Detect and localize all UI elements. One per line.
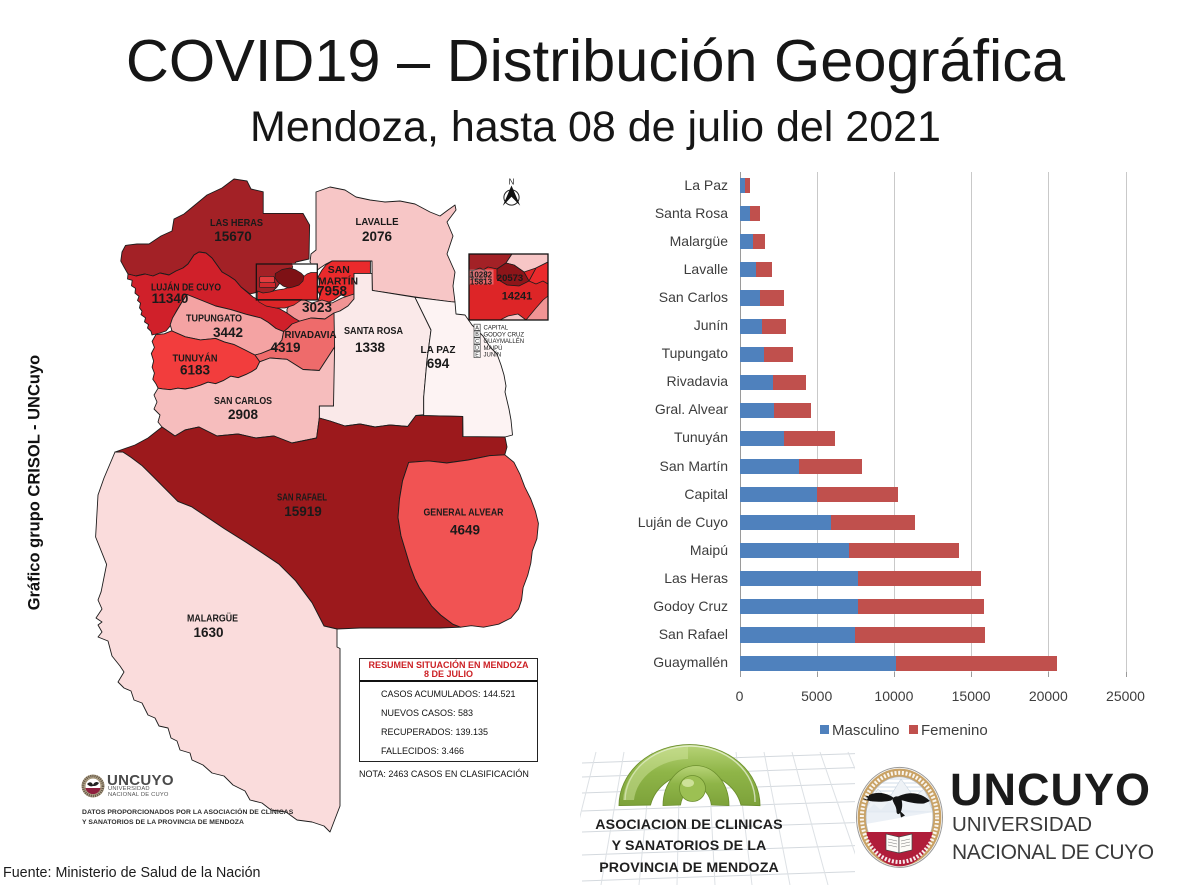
svg-text:MARTÍN: MARTÍN xyxy=(318,275,358,288)
svg-text:SAN CARLOS: SAN CARLOS xyxy=(214,395,272,407)
svg-text:2076: 2076 xyxy=(362,229,393,244)
svg-text:LUJÁN DE CUYO: LUJÁN DE CUYO xyxy=(151,281,221,294)
svg-text:CAPITAL: CAPITAL xyxy=(484,326,509,332)
svg-text:10282: 10282 xyxy=(470,271,493,280)
svg-text:15670: 15670 xyxy=(214,229,252,244)
svg-text:3442: 3442 xyxy=(213,325,243,340)
svg-text:1630: 1630 xyxy=(193,625,223,640)
svg-text:6183: 6183 xyxy=(180,363,211,378)
svg-text:MALARGÜE: MALARGÜE xyxy=(187,612,238,625)
svg-text:15919: 15919 xyxy=(284,504,322,519)
svg-text:GUAYMALLÉN: GUAYMALLÉN xyxy=(484,338,525,345)
svg-text:2908: 2908 xyxy=(228,407,259,422)
svg-text:GODOY CRUZ: GODOY CRUZ xyxy=(484,332,525,338)
svg-text:TUPUNGATO: TUPUNGATO xyxy=(186,313,242,325)
svg-text:15813: 15813 xyxy=(470,278,493,287)
svg-text:LAS HERAS: LAS HERAS xyxy=(210,217,263,229)
svg-text:RIVADAVIA: RIVADAVIA xyxy=(285,329,337,341)
svg-text:4319: 4319 xyxy=(270,340,300,355)
svg-text:11340: 11340 xyxy=(152,291,189,306)
svg-text:SANTA ROSA: SANTA ROSA xyxy=(344,325,403,337)
svg-text:JUNÍN: JUNÍN xyxy=(484,352,502,359)
svg-text:E: E xyxy=(475,353,479,359)
svg-text:GENERAL ALVEAR: GENERAL ALVEAR xyxy=(424,506,504,518)
svg-text:20573: 20573 xyxy=(497,273,523,284)
svg-text:MAIPÚ: MAIPÚ xyxy=(484,345,503,352)
svg-text:D: D xyxy=(475,346,479,352)
svg-text:LA PAZ: LA PAZ xyxy=(421,344,457,356)
svg-text:1338: 1338 xyxy=(355,340,386,355)
svg-text:TUNUYÁN: TUNUYÁN xyxy=(173,352,218,365)
svg-text:SAN RAFAEL: SAN RAFAEL xyxy=(277,492,327,504)
svg-text:3023: 3023 xyxy=(302,300,333,315)
svg-text:N: N xyxy=(509,178,515,187)
svg-text:C: C xyxy=(475,339,479,345)
svg-text:694: 694 xyxy=(427,356,450,371)
svg-text:LAVALLE: LAVALLE xyxy=(356,216,399,228)
svg-text:4649: 4649 xyxy=(450,523,480,538)
svg-text:A: A xyxy=(475,325,479,331)
svg-text:SAN: SAN xyxy=(328,264,350,276)
svg-text:7958: 7958 xyxy=(317,284,348,299)
svg-text:B: B xyxy=(475,332,479,338)
svg-text:14241: 14241 xyxy=(502,291,533,303)
